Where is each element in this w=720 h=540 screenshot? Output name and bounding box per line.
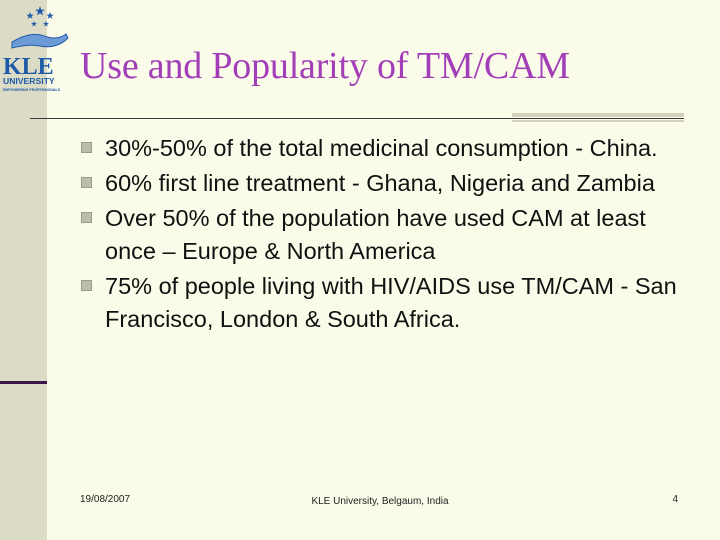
left-band-accent-stripe xyxy=(0,381,47,384)
square-bullet-icon xyxy=(81,280,92,291)
logo-stars xyxy=(26,6,54,27)
logo-tagline-text: EMPOWERING PROFESSIONALS xyxy=(3,88,61,92)
slide-title: Use and Popularity of TM/CAM xyxy=(80,45,570,87)
bullet-item: Over 50% of the population have used CAM… xyxy=(80,202,680,268)
kle-university-logo: KLE UNIVERSITY EMPOWERING PROFESSIONALS xyxy=(3,6,69,92)
footer-page-number: 4 xyxy=(672,494,678,505)
logo-kle-text: KLE xyxy=(3,54,54,80)
square-bullet-icon xyxy=(81,142,92,153)
bullet-text: 60% first line treatment - Ghana, Nigeri… xyxy=(105,170,655,196)
bullet-item: 30%-50% of the total medicinal consumpti… xyxy=(80,132,680,165)
left-decorative-band xyxy=(0,0,47,540)
bullet-item: 75% of people living with HIV/AIDS use T… xyxy=(80,270,680,336)
title-rule-thick-lower xyxy=(512,120,684,122)
footer-institution: KLE University, Belgaum, India xyxy=(311,496,449,507)
bullet-text: 75% of people living with HIV/AIDS use T… xyxy=(105,273,677,332)
bullet-text: Over 50% of the population have used CAM… xyxy=(105,205,646,264)
bullet-list: 30%-50% of the total medicinal consumpti… xyxy=(80,132,680,338)
title-rule-thick xyxy=(512,113,684,117)
square-bullet-icon xyxy=(81,212,92,223)
square-bullet-icon xyxy=(81,177,92,188)
footer-date: 19/08/2007 xyxy=(80,494,131,505)
title-rule xyxy=(30,118,684,119)
logo-hand-icon xyxy=(11,33,69,49)
bullet-item: 60% first line treatment - Ghana, Nigeri… xyxy=(80,167,680,200)
logo-university-text: UNIVERSITY xyxy=(3,76,55,86)
bullet-text: 30%-50% of the total medicinal consumpti… xyxy=(105,135,658,161)
